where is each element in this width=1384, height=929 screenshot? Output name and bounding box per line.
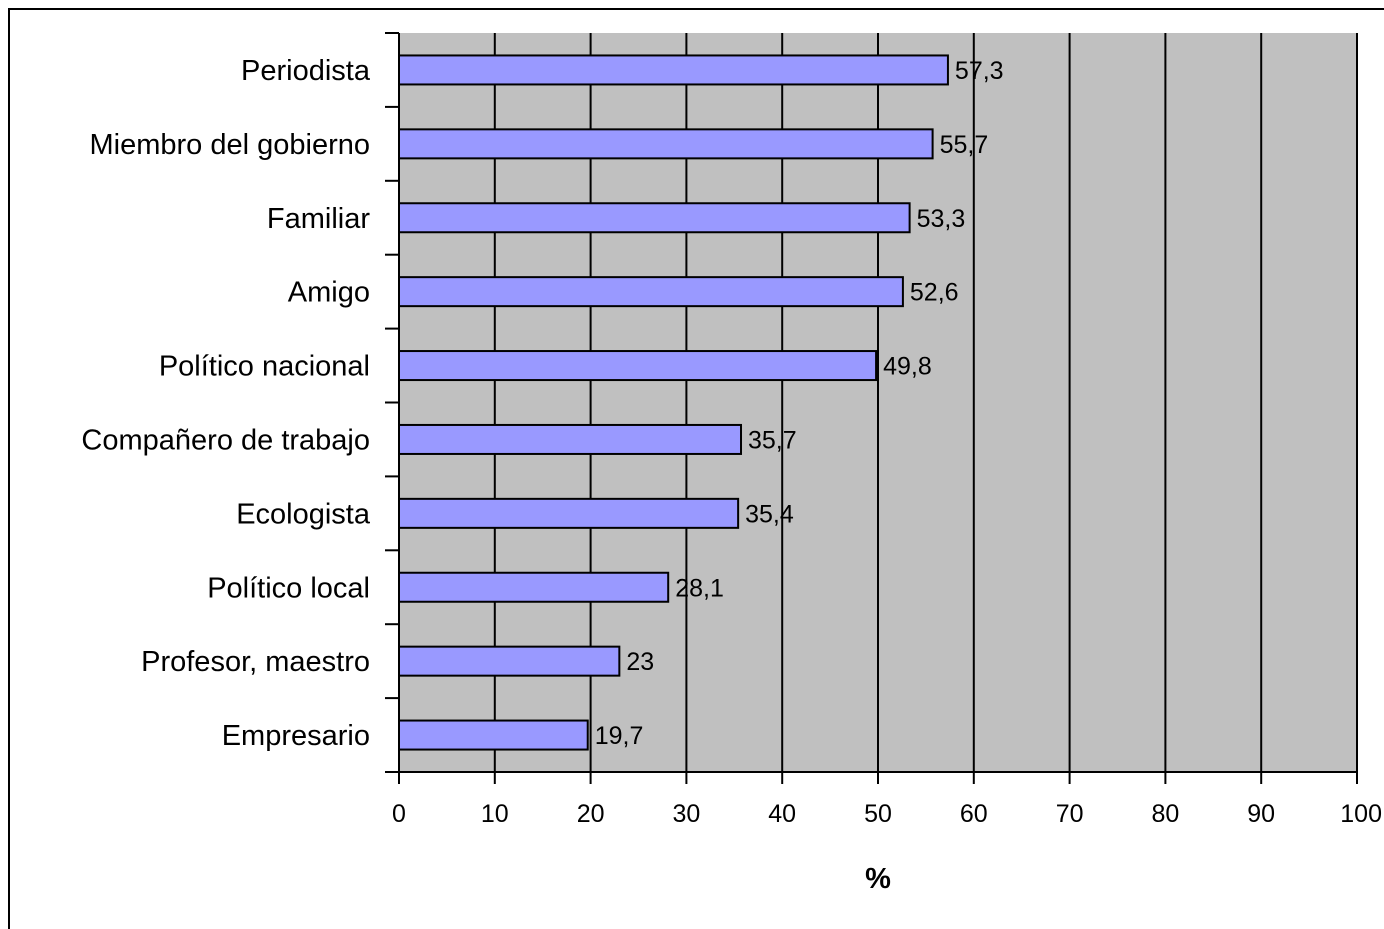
category-label-4: Amigo xyxy=(288,277,370,309)
category-label-3: Familiar xyxy=(267,203,370,235)
bar-9 xyxy=(398,645,621,677)
bar-10 xyxy=(398,719,589,751)
category-label-9: Profesor, maestro xyxy=(141,646,370,678)
bar-2 xyxy=(398,128,934,160)
x-tick-label-50: 50 xyxy=(864,800,892,828)
data-label-10: 19,7 xyxy=(595,722,644,750)
category-label-8: Político local xyxy=(207,572,370,604)
category-label-5: Político nacional xyxy=(159,351,370,383)
data-label-8: 28,1 xyxy=(675,574,724,602)
data-label-4: 52,6 xyxy=(910,279,959,307)
x-tick-label-70: 70 xyxy=(1056,800,1084,828)
data-label-1: 57,3 xyxy=(955,57,1004,85)
data-label-5: 49,8 xyxy=(883,353,932,381)
axes xyxy=(385,32,1358,784)
data-label-2: 55,7 xyxy=(940,131,989,159)
category-label-7: Ecologista xyxy=(236,498,371,530)
x-tick-label-100: 100 xyxy=(1340,800,1382,828)
category-labels: Periodista Miembro del gobierno Familiar Am… xyxy=(81,55,370,752)
bar-5 xyxy=(398,350,878,382)
bar-4 xyxy=(398,276,904,308)
bar-6 xyxy=(398,423,743,455)
bar-7 xyxy=(398,497,740,529)
category-label-10: Empresario xyxy=(222,720,370,752)
x-tick-label-40: 40 xyxy=(768,800,796,828)
x-tick-label-30: 30 xyxy=(672,800,700,828)
category-label-1: Periodista xyxy=(241,55,371,87)
bar-1 xyxy=(398,54,949,86)
data-label-7: 35,4 xyxy=(745,500,794,528)
bar-8 xyxy=(398,571,670,603)
x-tick-label-10: 10 xyxy=(481,800,509,828)
x-tick-labels: 0 10 20 30 40 50 60 70 80 90 100 xyxy=(392,800,1382,828)
x-axis-title: % xyxy=(865,863,891,895)
x-tick-label-0: 0 xyxy=(392,800,406,828)
category-label-2: Miembro del gobierno xyxy=(90,129,370,161)
x-tick-label-20: 20 xyxy=(577,800,605,828)
data-label-3: 53,3 xyxy=(917,205,966,233)
bars xyxy=(398,54,949,751)
data-label-6: 35,7 xyxy=(748,426,797,454)
category-label-6: Compañero de trabajo xyxy=(81,424,370,456)
data-label-9: 23 xyxy=(626,648,654,676)
bar-3 xyxy=(398,202,911,234)
x-tick-label-60: 60 xyxy=(960,800,988,828)
x-tick-label-90: 90 xyxy=(1247,800,1275,828)
x-tick-label-80: 80 xyxy=(1151,800,1179,828)
data-labels: 57,3 55,7 53,3 52,6 49,8 35,7 35,4 28,1 23 19,7 xyxy=(595,57,1004,750)
